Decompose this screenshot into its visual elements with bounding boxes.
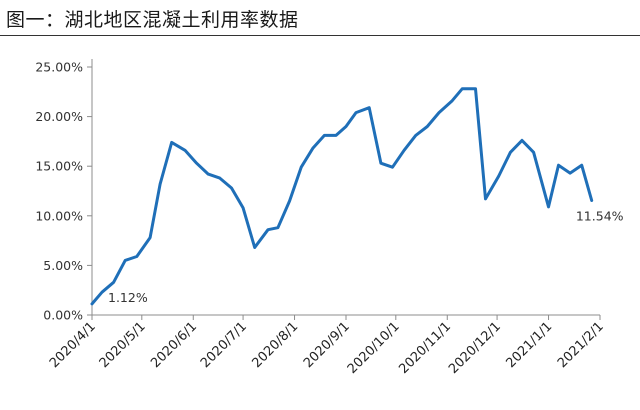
x-tick-label: 2020/10/1 [345, 319, 403, 377]
x-tick-label: 2020/8/1 [249, 319, 301, 371]
y-tick-label: 10.00% [35, 208, 83, 223]
y-tick-label: 25.00% [35, 60, 83, 75]
title-divider [0, 35, 640, 36]
data-label: 1.12% [108, 290, 148, 305]
x-tick-label: 2021/2/1 [555, 319, 607, 371]
y-tick-label: 20.00% [35, 109, 83, 124]
x-tick-label: 2020/4/1 [47, 319, 99, 371]
x-tick-label: 2021/1/1 [503, 319, 555, 371]
x-tick-label: 2020/5/1 [97, 319, 149, 371]
y-tick-label: 5.00% [43, 258, 83, 273]
x-tick-label: 2020/6/1 [148, 319, 200, 371]
chart-title: 图一：湖北地区混凝土利用率数据 [6, 9, 299, 31]
x-tick-label: 2020/9/1 [301, 319, 353, 371]
y-tick-label: 15.00% [35, 159, 83, 174]
x-tick-label: 2020/11/1 [396, 319, 454, 377]
data-label: 11.54% [576, 209, 624, 224]
series-line [90, 87, 594, 306]
x-tick-label: 2020/12/1 [446, 319, 504, 377]
x-tick-label: 2020/7/1 [198, 319, 250, 371]
y-tick-label: 0.00% [43, 308, 83, 323]
